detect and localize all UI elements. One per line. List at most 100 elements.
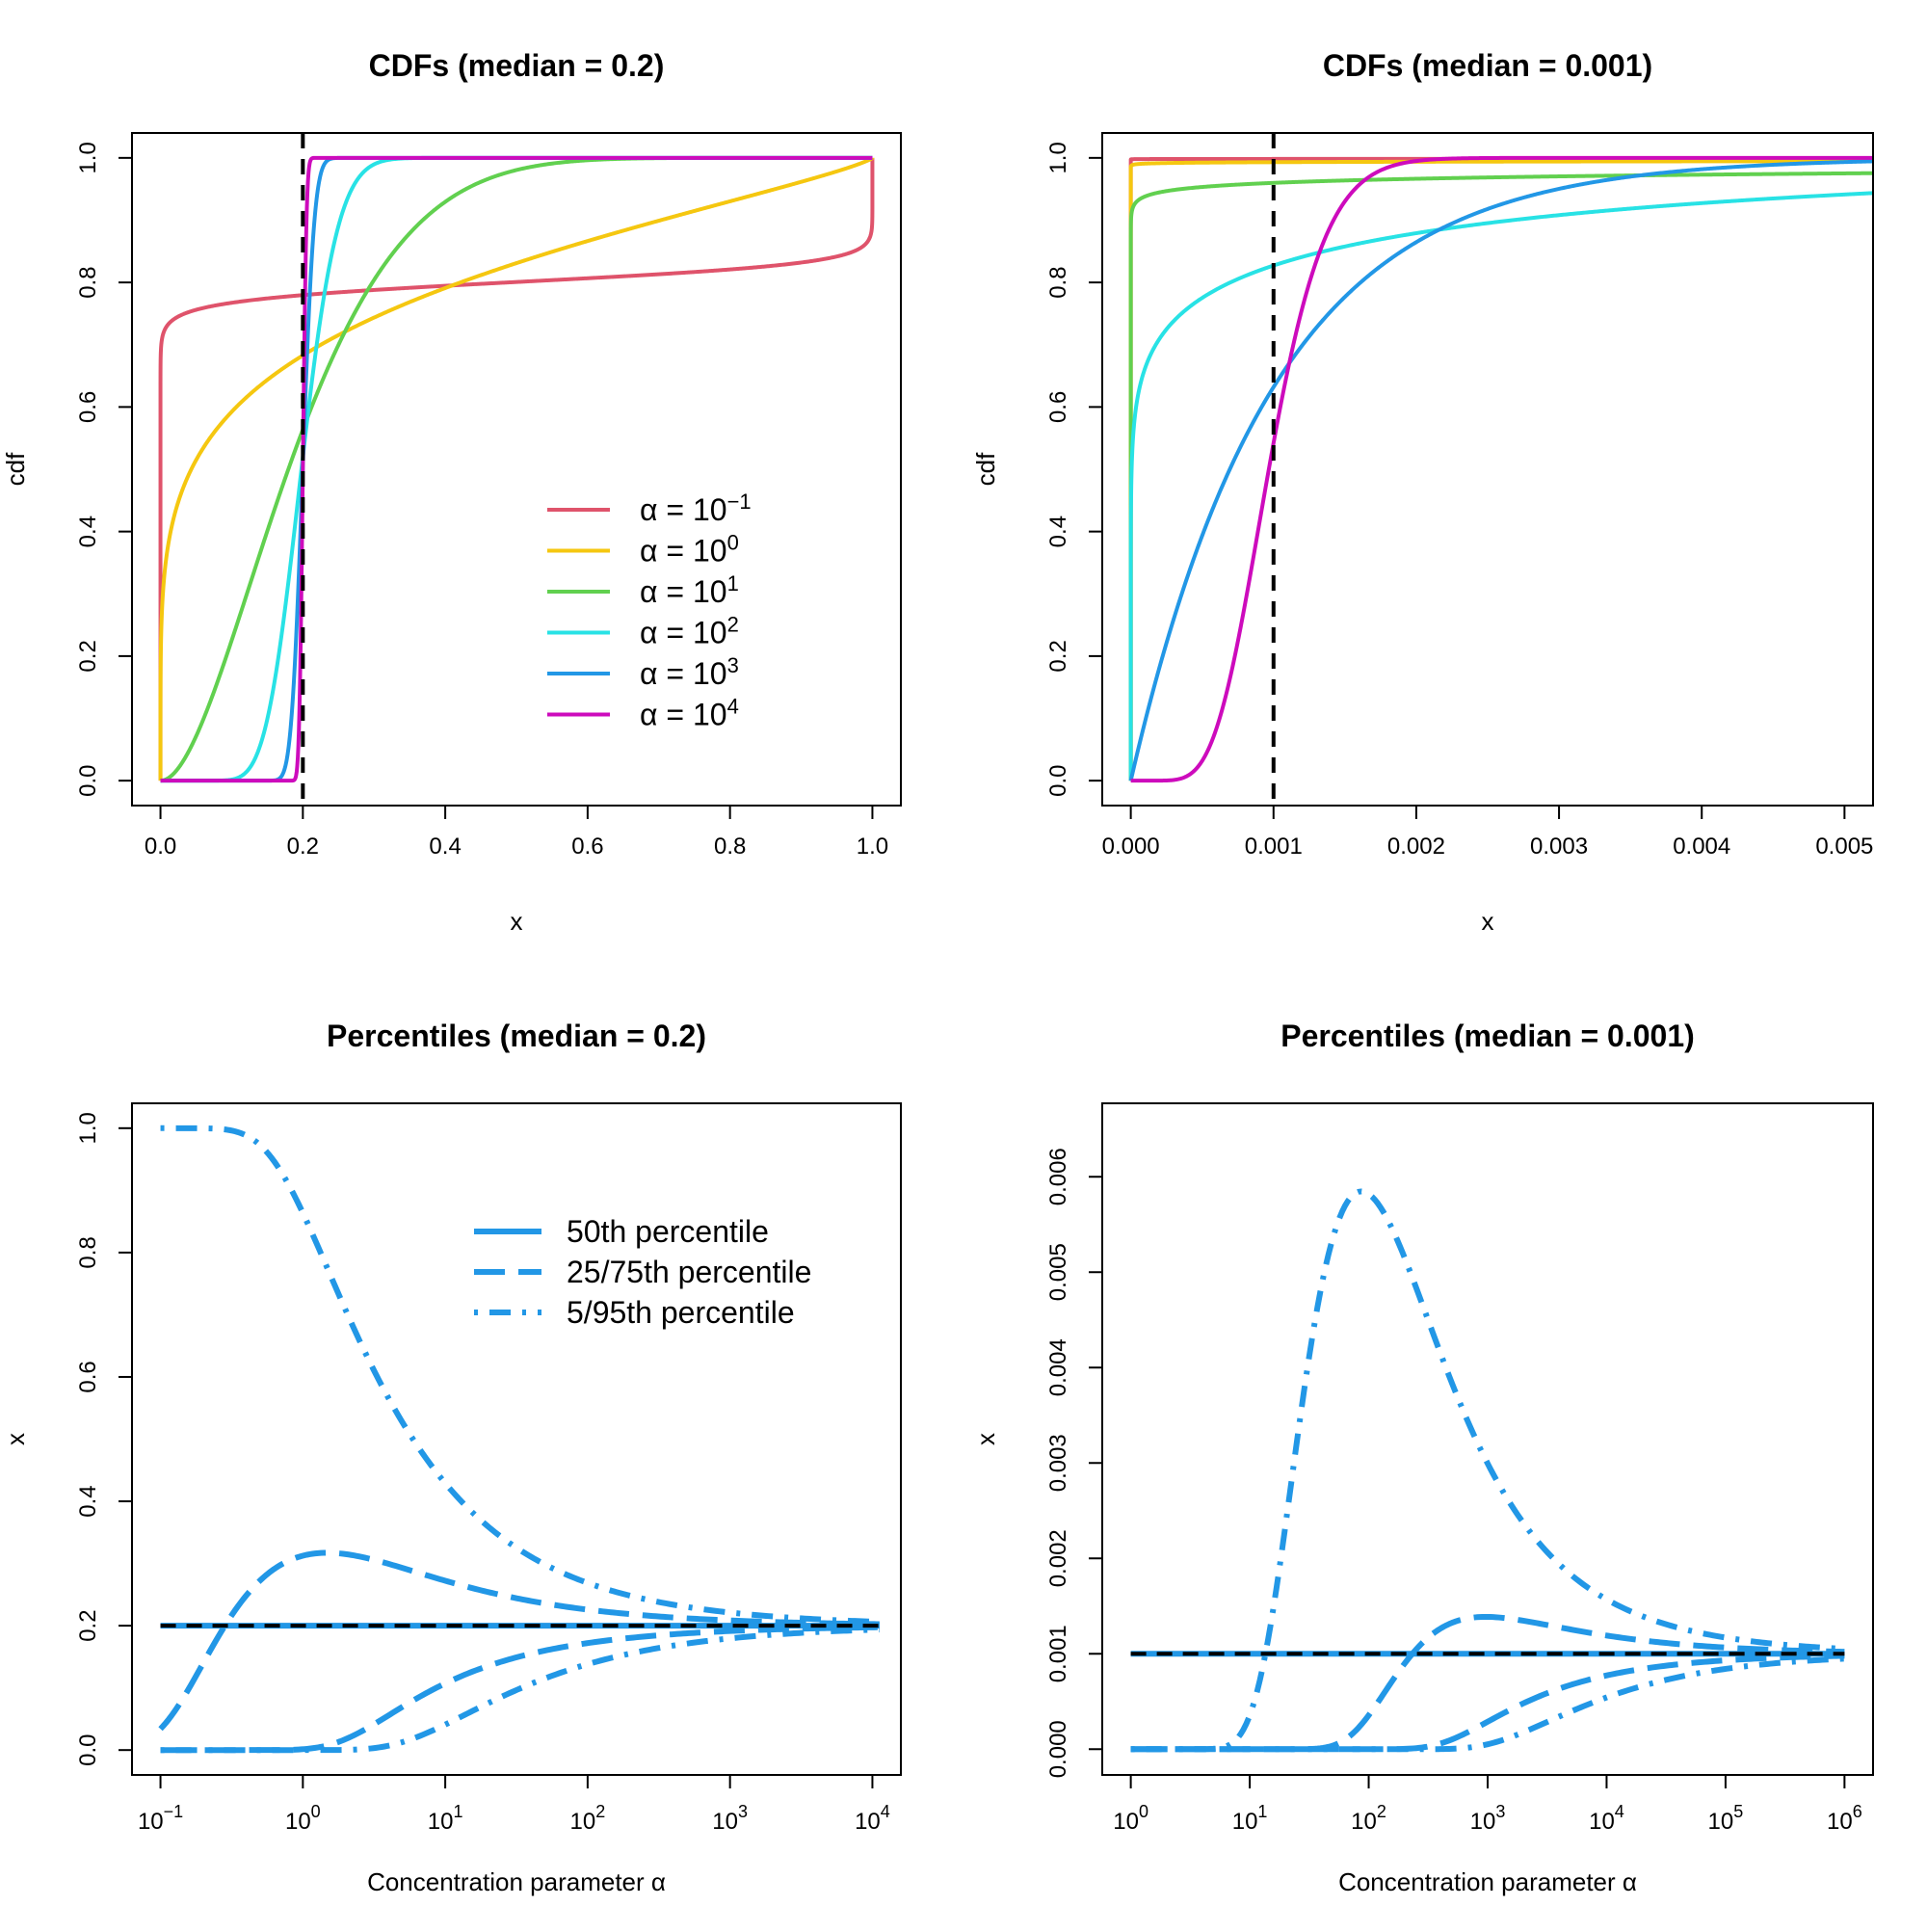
x-tick-label-base: 10 xyxy=(1827,1809,1853,1835)
legend-entry-base: α = 10 xyxy=(640,656,727,691)
x-tick-label-sup: −1 xyxy=(164,1802,184,1821)
chart-title: Percentiles (median = 0.001) xyxy=(1280,1019,1695,1053)
y-tick-label: 0.002 xyxy=(1045,1529,1071,1587)
legend-entry: α = 10−1 xyxy=(640,490,752,527)
x-tick-label-base: 10 xyxy=(138,1809,164,1835)
chart-title: CDFs (median = 0.001) xyxy=(1323,48,1652,83)
panel-p4: Percentiles (median = 0.001)100 101 102 103… xyxy=(971,1019,1874,1896)
y-tick-label: 0.0 xyxy=(75,764,101,796)
y-tick-label: 0.0 xyxy=(1045,764,1071,796)
legend-entry: α = 104 xyxy=(640,695,739,732)
x-tick-label-base: 10 xyxy=(1113,1809,1139,1835)
panel-p3: Percentiles (median = 0.2)10−1 100 101 102 1… xyxy=(1,1019,902,1896)
plot-area xyxy=(158,133,875,806)
legend-entry: 5/95th percentile xyxy=(567,1295,795,1330)
y-tick-label: 0.8 xyxy=(75,1236,101,1268)
legend-entry-sup: −1 xyxy=(727,490,752,514)
cdf-line-5 xyxy=(158,155,875,783)
plot-frame xyxy=(1101,1102,1874,1776)
legend-entry-base: α = 10 xyxy=(640,574,727,609)
x-tick-label: 0.4 xyxy=(429,834,461,860)
y-tick-label: 0.4 xyxy=(1045,516,1071,547)
legend-entry: α = 100 xyxy=(640,531,739,569)
y-axis-label: cdf xyxy=(1,452,30,486)
x-tick-label-sup: 1 xyxy=(1257,1802,1267,1821)
y-tick-label: 1.0 xyxy=(75,1112,101,1144)
x-tick-label: 0.0 xyxy=(145,834,176,860)
y-tick-label: 0.6 xyxy=(75,1361,101,1392)
y-tick-label: 0.4 xyxy=(75,516,101,547)
legend-entry-base: α = 10 xyxy=(640,698,727,732)
y-tick-label: 0.8 xyxy=(75,266,101,298)
x-tick-label-sup: 4 xyxy=(1615,1802,1624,1821)
plot-frame xyxy=(131,1102,902,1776)
y-tick-label: 0.6 xyxy=(1045,391,1071,423)
y-tick-label: 0.0 xyxy=(75,1734,101,1765)
x-tick-label: 105 xyxy=(1708,1802,1744,1835)
legend-entry-sup: 1 xyxy=(727,571,739,595)
cdf-line-4 xyxy=(1128,159,1873,783)
percentile-line-2-0 xyxy=(1130,1655,1845,1753)
legend-entry: 25/75th percentile xyxy=(567,1255,811,1289)
x-tick-label-sup: 4 xyxy=(881,1802,890,1821)
x-tick-label-base: 10 xyxy=(1589,1809,1615,1835)
plot-frame xyxy=(1101,132,1874,807)
plot-area xyxy=(1130,1188,1845,1753)
y-tick-label: 1.0 xyxy=(75,142,101,173)
x-tick-label: 0.2 xyxy=(287,834,319,860)
x-tick-label: 106 xyxy=(1827,1802,1862,1835)
plot-area xyxy=(158,1125,880,1754)
x-tick-label-sup: 0 xyxy=(1139,1802,1148,1821)
y-tick-label: 0.004 xyxy=(1045,1338,1071,1396)
x-tick-label-base: 10 xyxy=(285,1809,311,1835)
cdf-line-1 xyxy=(1128,159,1873,781)
y-axis-label: x xyxy=(1,1433,30,1445)
x-tick-label-sup: 2 xyxy=(1377,1802,1386,1821)
legend-entry: 50th percentile xyxy=(567,1214,769,1249)
x-tick-label: 0.003 xyxy=(1530,834,1588,860)
y-tick-label: 0.003 xyxy=(1045,1434,1071,1492)
x-tick-label: 104 xyxy=(855,1802,890,1835)
x-tick-label-sup: 0 xyxy=(311,1802,321,1821)
x-tick-label-base: 10 xyxy=(428,1809,454,1835)
percentile-line-2-1 xyxy=(1130,1188,1845,1753)
x-tick-label-base: 10 xyxy=(855,1809,881,1835)
y-tick-label: 0.4 xyxy=(75,1485,101,1517)
x-tick-label: 102 xyxy=(1351,1802,1386,1835)
chart-title: CDFs (median = 0.2) xyxy=(369,48,665,83)
x-tick-label-base: 10 xyxy=(1351,1809,1377,1835)
x-tick-label: 0.000 xyxy=(1102,834,1160,860)
x-tick-label-sup: 2 xyxy=(595,1802,605,1821)
x-tick-label-sup: 1 xyxy=(453,1802,462,1821)
legend-entry-base: α = 10 xyxy=(640,534,727,569)
y-axis-label: cdf xyxy=(971,452,1000,486)
legend-entry-sup: 4 xyxy=(727,695,739,719)
cdf-line-3 xyxy=(1128,191,1873,781)
x-tick-label: 104 xyxy=(1589,1802,1624,1835)
x-tick-label-sup: 6 xyxy=(1853,1802,1862,1821)
legend: 50th percentile 25/75th percentile 5/95th … xyxy=(474,1214,811,1330)
legend-entry-sup: 3 xyxy=(727,653,739,677)
y-tick-label: 0.006 xyxy=(1045,1148,1071,1205)
y-tick-label: 0.2 xyxy=(75,1609,101,1641)
plot-frame xyxy=(131,132,902,807)
panel-p2: CDFs (median = 0.001)0.000 0.001 0.002 0.00… xyxy=(971,48,1874,936)
y-tick-label: 0.2 xyxy=(1045,640,1071,672)
x-tick-label: 0.6 xyxy=(571,834,603,860)
plot-area xyxy=(1128,133,1873,806)
panel-p1: CDFs (median = 0.2) 0.0 0.2 0.4 0.6 0.8 1.0 0.0… xyxy=(1,48,902,936)
y-tick-label: 0.8 xyxy=(1045,266,1071,298)
cdf-line-1 xyxy=(158,155,875,781)
x-tick-label: 0.005 xyxy=(1815,834,1873,860)
legend-entry-sup: 2 xyxy=(727,613,739,637)
x-tick-label: 0.8 xyxy=(714,834,746,860)
x-tick-label: 100 xyxy=(1113,1802,1148,1835)
x-tick-label-base: 10 xyxy=(1470,1809,1496,1835)
x-tick-label: 0.002 xyxy=(1387,834,1445,860)
y-tick-label: 0.005 xyxy=(1045,1243,1071,1301)
x-axis-label: x xyxy=(511,907,523,936)
legend-entry-sup: 0 xyxy=(727,531,739,555)
